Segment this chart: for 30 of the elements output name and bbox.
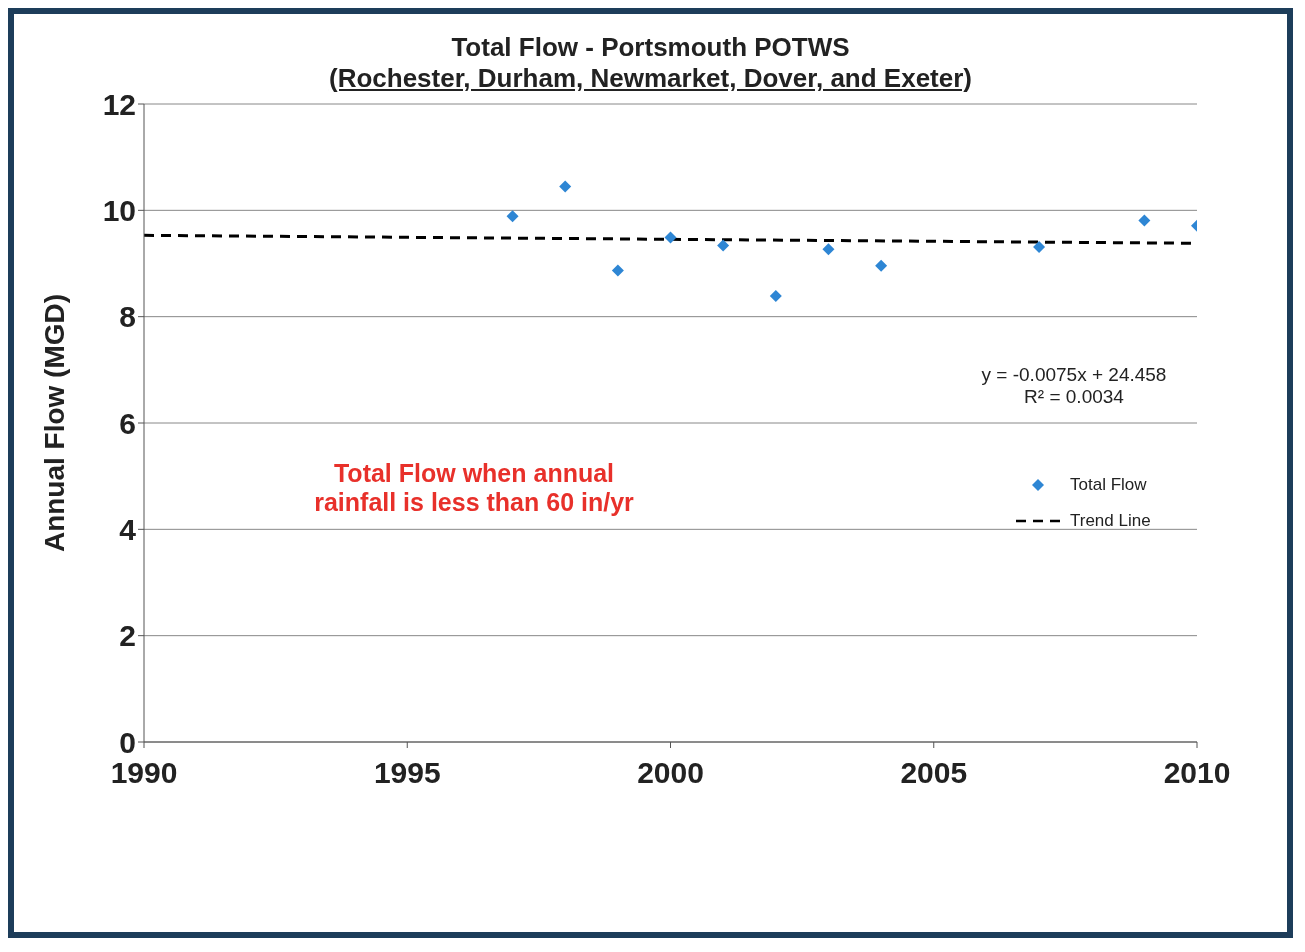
x-tick-label: 2010 xyxy=(1163,756,1231,790)
point xyxy=(559,180,572,193)
annotation: Total Flow when annual rainfall is less than 60 in/yr xyxy=(313,459,635,517)
legend-label: Total Flow xyxy=(1070,475,1147,495)
legend-label: Trend Line xyxy=(1070,511,1151,531)
y-tick-label: 2 xyxy=(119,619,136,653)
y-tick-label: 10 xyxy=(102,193,136,227)
x-tick-label: 2000 xyxy=(637,756,704,790)
point xyxy=(1138,214,1151,227)
point xyxy=(1033,241,1046,254)
annotation: y = -0.0075x + 24.458 xyxy=(980,364,1168,386)
x-tick-label: 1990 xyxy=(110,756,178,790)
chart-subtitle: (Rochester, Durham, Newmarket, Dover, and Exeter) xyxy=(328,63,972,93)
y-tick-label: 0 xyxy=(119,725,136,759)
x-tick-label: 2005 xyxy=(900,756,968,790)
y-tick-label: 4 xyxy=(119,512,137,546)
point xyxy=(611,264,624,277)
y-axis-title: Annual Flow (MGD) xyxy=(38,293,70,553)
y-tick-label: 6 xyxy=(119,406,136,440)
chart-title: Total Flow - Portsmouth POTWS xyxy=(450,32,851,63)
point xyxy=(822,243,835,256)
x-tick-label: 1995 xyxy=(373,756,441,790)
point xyxy=(506,210,519,223)
y-tick-label: 12 xyxy=(102,87,136,121)
point xyxy=(769,289,782,302)
point xyxy=(717,239,730,252)
y-tick-label: 8 xyxy=(119,300,136,334)
point xyxy=(664,231,677,244)
annotation: R² = 0.0034 xyxy=(1023,386,1125,408)
point xyxy=(875,259,888,272)
